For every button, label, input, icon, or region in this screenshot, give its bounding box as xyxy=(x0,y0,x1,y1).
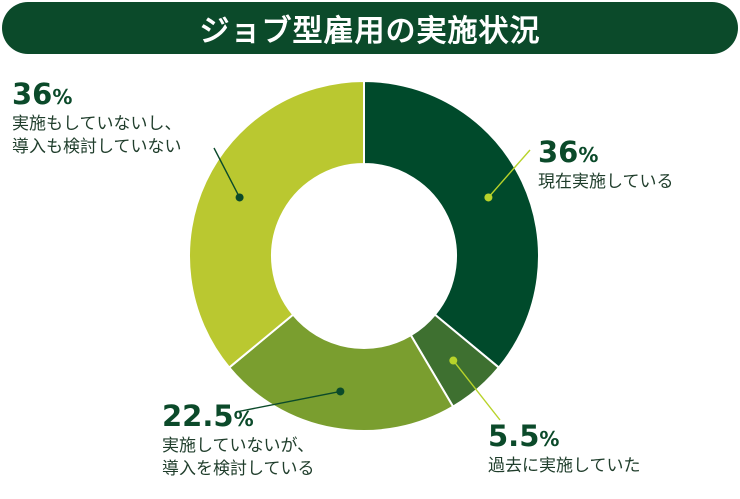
category-label: 現在実施している xyxy=(538,172,674,192)
label-currently-implementing: 36% 現在実施している xyxy=(538,136,674,194)
value-label: 22.5% xyxy=(162,399,254,433)
label-considering-introduction: 22.5% 実施していないが、 導入を検討している xyxy=(162,400,315,481)
category-label-line1: 実施もしていないし、 xyxy=(12,114,182,134)
label-not-implementing: 36% 実施もしていないし、 導入も検討していない xyxy=(12,78,182,159)
leader-considering-introduction xyxy=(235,390,341,413)
category-label-line2: 導入を検討している xyxy=(162,459,315,479)
category-label-line2: 導入も検討していない xyxy=(12,137,182,157)
value-label: 36% xyxy=(12,77,73,111)
slice-not-implementing xyxy=(188,79,365,369)
category-label-line1: 実施していないが、 xyxy=(162,436,315,456)
leader-dot xyxy=(484,193,493,202)
category-label: 過去に実施していた xyxy=(488,456,641,476)
leader-dot xyxy=(336,387,345,396)
chart-title: ジョブ型雇用の実施状況 xyxy=(199,14,541,49)
title-banner: ジョブ型雇用の実施状況 xyxy=(2,2,738,54)
label-previously-implemented: 5.5% 過去に実施していた xyxy=(488,420,641,478)
leader-previously-implemented xyxy=(452,360,501,421)
leader-dot xyxy=(235,193,244,202)
leader-currently-implementing xyxy=(487,149,531,198)
value-label: 5.5% xyxy=(488,419,560,453)
leader-not-implementing xyxy=(213,147,241,198)
slice-currently-implementing xyxy=(363,79,540,369)
value-label: 36% xyxy=(538,135,599,169)
leader-dot xyxy=(449,356,458,365)
